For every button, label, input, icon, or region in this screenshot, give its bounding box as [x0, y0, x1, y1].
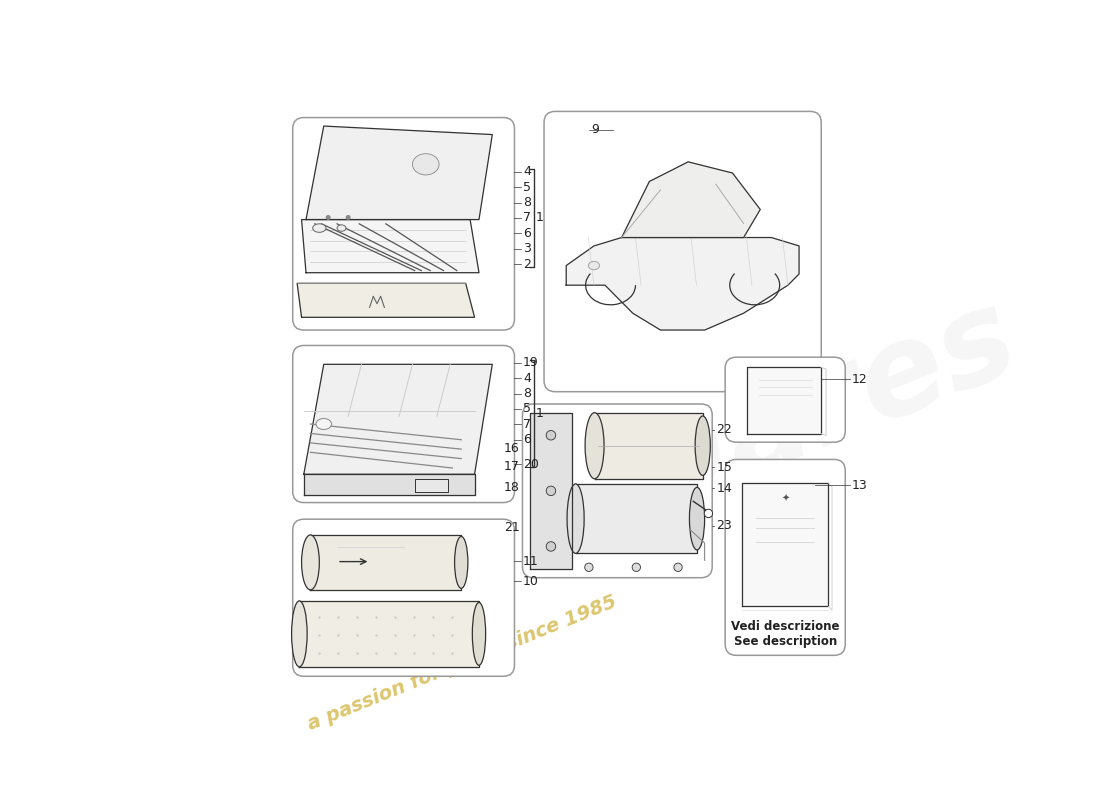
- Circle shape: [585, 563, 593, 571]
- Circle shape: [547, 542, 556, 551]
- Ellipse shape: [312, 224, 326, 232]
- Ellipse shape: [472, 602, 485, 666]
- Ellipse shape: [316, 418, 331, 430]
- Text: 5: 5: [524, 402, 531, 415]
- Text: 1: 1: [536, 407, 543, 420]
- Text: 6: 6: [524, 434, 531, 446]
- Text: a passion for parts since 1985: a passion for parts since 1985: [305, 592, 619, 734]
- Polygon shape: [304, 364, 493, 474]
- Text: 1: 1: [536, 211, 543, 225]
- Ellipse shape: [588, 262, 600, 270]
- Polygon shape: [530, 413, 572, 569]
- Ellipse shape: [301, 535, 319, 590]
- Polygon shape: [566, 238, 799, 330]
- Text: 9: 9: [592, 123, 600, 136]
- Text: 4: 4: [524, 372, 531, 385]
- FancyBboxPatch shape: [293, 118, 515, 330]
- Text: 7: 7: [524, 211, 531, 225]
- Text: GDares: GDares: [515, 277, 1034, 581]
- Polygon shape: [415, 479, 448, 491]
- Ellipse shape: [695, 416, 711, 475]
- Text: 12: 12: [851, 373, 867, 386]
- Text: 20: 20: [524, 458, 539, 471]
- Ellipse shape: [585, 413, 604, 478]
- Text: 6: 6: [524, 227, 531, 240]
- Text: 23: 23: [716, 519, 733, 533]
- Text: 13: 13: [851, 479, 867, 492]
- Text: 17: 17: [504, 460, 519, 474]
- Circle shape: [704, 510, 713, 518]
- Text: 5: 5: [524, 181, 531, 194]
- FancyBboxPatch shape: [522, 404, 712, 578]
- Text: 8: 8: [524, 387, 531, 400]
- Circle shape: [346, 216, 350, 219]
- Text: 10: 10: [524, 575, 539, 588]
- Text: 8: 8: [524, 196, 531, 209]
- Ellipse shape: [292, 601, 307, 667]
- Text: 11: 11: [524, 554, 539, 567]
- Text: 16: 16: [504, 442, 519, 455]
- Polygon shape: [742, 483, 828, 606]
- FancyBboxPatch shape: [725, 459, 845, 655]
- Ellipse shape: [568, 484, 584, 554]
- Circle shape: [327, 216, 330, 219]
- Ellipse shape: [337, 225, 345, 231]
- FancyBboxPatch shape: [293, 346, 515, 502]
- Polygon shape: [575, 484, 697, 554]
- Polygon shape: [306, 126, 493, 219]
- Text: 4: 4: [524, 166, 531, 178]
- Text: ✦: ✦: [781, 494, 790, 504]
- Ellipse shape: [454, 537, 467, 588]
- Polygon shape: [297, 283, 474, 318]
- FancyBboxPatch shape: [293, 519, 515, 676]
- Circle shape: [632, 563, 640, 571]
- Polygon shape: [304, 474, 474, 494]
- Text: 18: 18: [504, 481, 519, 494]
- Ellipse shape: [412, 154, 439, 175]
- Text: 14: 14: [716, 482, 733, 495]
- Text: 3: 3: [524, 242, 531, 255]
- Circle shape: [547, 430, 556, 440]
- Polygon shape: [747, 367, 822, 434]
- Text: 7: 7: [524, 418, 531, 431]
- FancyBboxPatch shape: [544, 111, 822, 392]
- Polygon shape: [621, 162, 760, 238]
- Text: Vedi descrizione
See description: Vedi descrizione See description: [732, 620, 839, 648]
- Circle shape: [547, 486, 556, 495]
- Text: 22: 22: [716, 423, 733, 436]
- Text: 2: 2: [524, 258, 531, 270]
- Polygon shape: [310, 535, 461, 590]
- FancyBboxPatch shape: [725, 357, 845, 442]
- Text: 15: 15: [716, 461, 733, 474]
- Polygon shape: [595, 413, 703, 478]
- Circle shape: [674, 563, 682, 571]
- Text: 19: 19: [524, 356, 539, 370]
- Text: 21: 21: [504, 521, 519, 534]
- Polygon shape: [299, 601, 478, 667]
- Ellipse shape: [690, 487, 705, 550]
- Polygon shape: [301, 219, 478, 273]
